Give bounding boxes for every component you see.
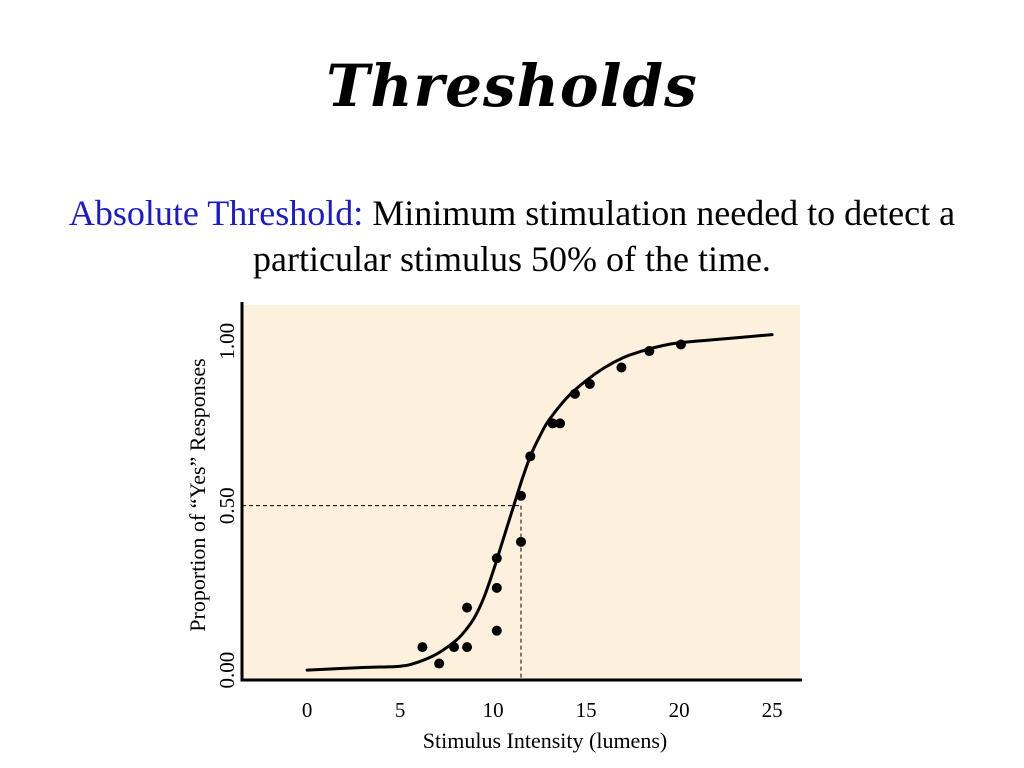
data-point	[516, 490, 526, 501]
data-point	[491, 553, 502, 564]
definition-text: Minimum stimulation needed to detect a p…	[253, 193, 956, 279]
data-point	[449, 642, 460, 653]
data-point	[491, 582, 502, 593]
fitted-curve	[305, 333, 774, 672]
y-tick-label: 1.00	[215, 323, 239, 360]
y-tick-label: 0.00	[215, 652, 239, 689]
y-axis-label: Proportion of “Yes” Responses	[185, 358, 210, 631]
data-points	[417, 339, 686, 669]
data-point	[491, 625, 502, 636]
x-tick-label: 0	[302, 698, 313, 722]
x-tick-label: 5	[395, 698, 406, 722]
data-point	[525, 451, 536, 462]
y-tick-label: 0.50	[215, 487, 239, 524]
data-point	[417, 642, 428, 653]
data-point	[516, 536, 526, 547]
data-point	[462, 602, 473, 613]
data-point	[569, 388, 580, 399]
data-point	[616, 362, 627, 373]
slide-title: Thresholds	[326, 52, 698, 120]
x-tick-label: 20	[669, 698, 690, 722]
x-tick-label: 10	[483, 698, 504, 722]
definition-term: Absolute Threshold:	[68, 193, 364, 233]
data-point	[547, 418, 558, 429]
data-point	[584, 378, 595, 389]
x-tick-labels: 0 5 10 15 20 25	[302, 698, 783, 722]
data-point	[555, 418, 566, 429]
data-point	[644, 346, 655, 357]
x-tick-label: 25	[762, 698, 783, 722]
data-point	[434, 658, 445, 669]
x-axis-label: Stimulus Intensity (lumens)	[423, 728, 667, 753]
x-tick-label: 15	[576, 698, 597, 722]
data-point	[462, 642, 473, 653]
y-tick-labels: 0.00 0.50 1.00	[215, 323, 239, 689]
definition: Absolute Threshold: Minimum stimulation …	[40, 190, 984, 282]
threshold-guides	[242, 505, 522, 680]
data-point	[675, 339, 686, 350]
